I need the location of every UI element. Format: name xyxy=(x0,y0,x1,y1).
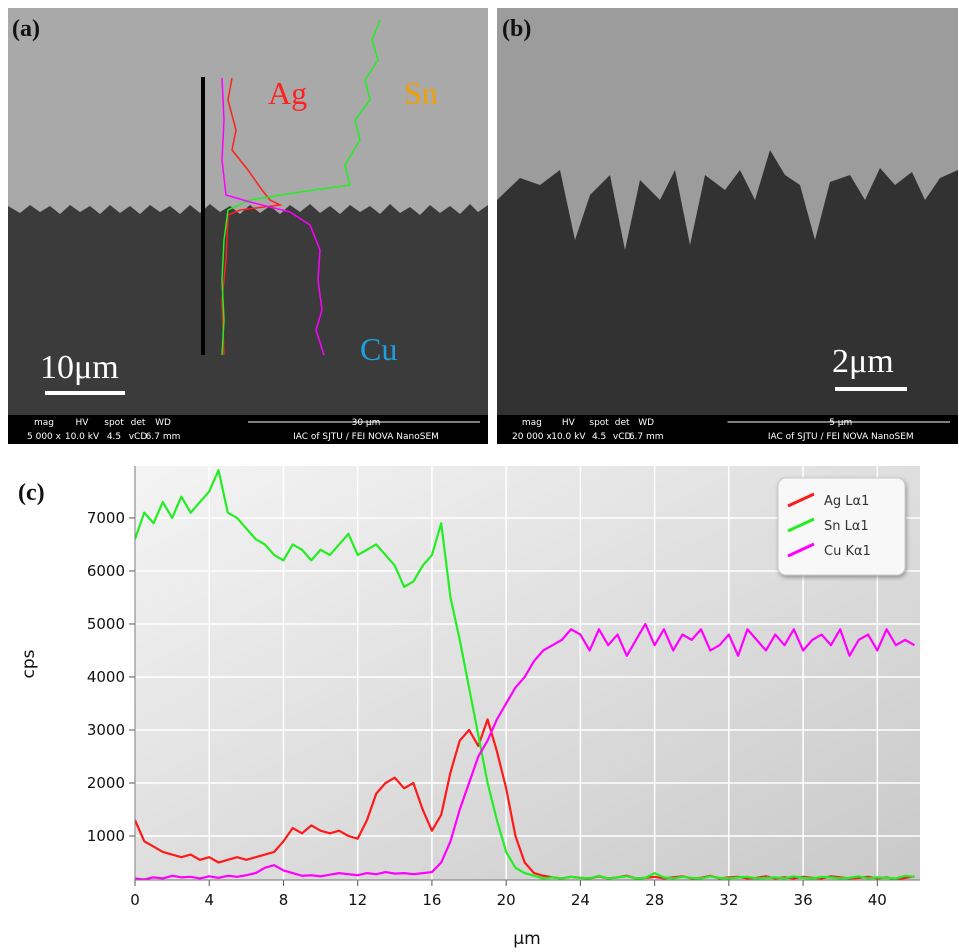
info-header: spot xyxy=(104,418,124,428)
y-tick-label: 2000 xyxy=(87,774,125,792)
y-axis-label: cps xyxy=(19,649,39,678)
info-value: 4.5 xyxy=(107,432,121,442)
x-tick-label: 24 xyxy=(571,891,590,909)
info-header: mag xyxy=(34,418,54,428)
scale-bar-label: 10μm xyxy=(40,349,119,386)
x-tick-label: 16 xyxy=(422,891,441,909)
x-tick-label: 0 xyxy=(130,891,140,909)
info-value: 5 000 x xyxy=(27,432,62,442)
x-tick-label: 36 xyxy=(794,891,813,909)
info-scale: 30 μm xyxy=(352,418,381,428)
x-tick-label: 8 xyxy=(279,891,289,909)
legend-label: Ag Lα1 xyxy=(824,494,869,509)
info-scale: 5 μm xyxy=(829,418,852,428)
legend-swatch xyxy=(787,492,815,508)
info-header: mag xyxy=(522,418,542,428)
element-label: Ag xyxy=(268,75,307,111)
x-tick-label: 4 xyxy=(204,891,214,909)
legend-label: Cu Kα1 xyxy=(824,544,871,559)
info-value: 4.5 xyxy=(592,432,606,442)
legend-label: Sn Lα1 xyxy=(824,519,869,534)
info-value: 20 000 x xyxy=(512,432,552,442)
info-credit: IAC of SJTU / FEI NOVA NanoSEM xyxy=(768,432,914,442)
info-header: WD xyxy=(638,418,654,428)
scale-bar-label: 2μm xyxy=(832,343,894,380)
info-value: 10.0 kV xyxy=(551,432,586,442)
panel-label: (c) xyxy=(18,480,45,506)
panel-label: (a) xyxy=(12,16,40,42)
legend: Ag Lα1 Sn Lα1 Cu Kα1 xyxy=(777,477,906,576)
x-axis-label: μm xyxy=(513,929,540,949)
sem-image-b xyxy=(497,8,958,444)
y-tick-label: 5000 xyxy=(87,615,125,633)
legend-box xyxy=(777,477,906,576)
legend-swatch xyxy=(787,542,815,558)
x-tick-label: 20 xyxy=(497,891,516,909)
x-tick-label: 28 xyxy=(645,891,664,909)
x-tick-label: 40 xyxy=(868,891,887,909)
info-value: 10.0 kV xyxy=(65,432,100,442)
element-label: Sn xyxy=(404,75,438,111)
info-value: vCD xyxy=(129,432,148,442)
x-tick-label: 12 xyxy=(348,891,367,909)
data-line xyxy=(135,622,915,880)
data-line xyxy=(135,469,915,880)
legend-swatch xyxy=(787,517,815,533)
sem-image-a xyxy=(8,8,488,444)
info-header: det xyxy=(131,418,146,428)
info-header: spot xyxy=(589,418,609,428)
y-tick-label: 7000 xyxy=(87,509,125,527)
info-value: 6.7 mm xyxy=(629,432,664,442)
y-tick-label: 3000 xyxy=(87,721,125,739)
y-tick-label: 1000 xyxy=(87,827,125,845)
info-value: vCD xyxy=(613,432,632,442)
y-tick-label: 4000 xyxy=(87,668,125,686)
y-tick-label: 6000 xyxy=(87,562,125,580)
info-header: HV xyxy=(76,418,90,428)
x-tick-label: 32 xyxy=(719,891,738,909)
info-header: WD xyxy=(155,418,171,428)
info-credit: IAC of SJTU / FEI NOVA NanoSEM xyxy=(293,432,439,442)
element-label: Cu xyxy=(360,331,397,367)
info-header: HV xyxy=(562,418,576,428)
info-value: 6.7 mm xyxy=(146,432,181,442)
info-header: det xyxy=(615,418,630,428)
panel-label: (b) xyxy=(502,16,531,42)
